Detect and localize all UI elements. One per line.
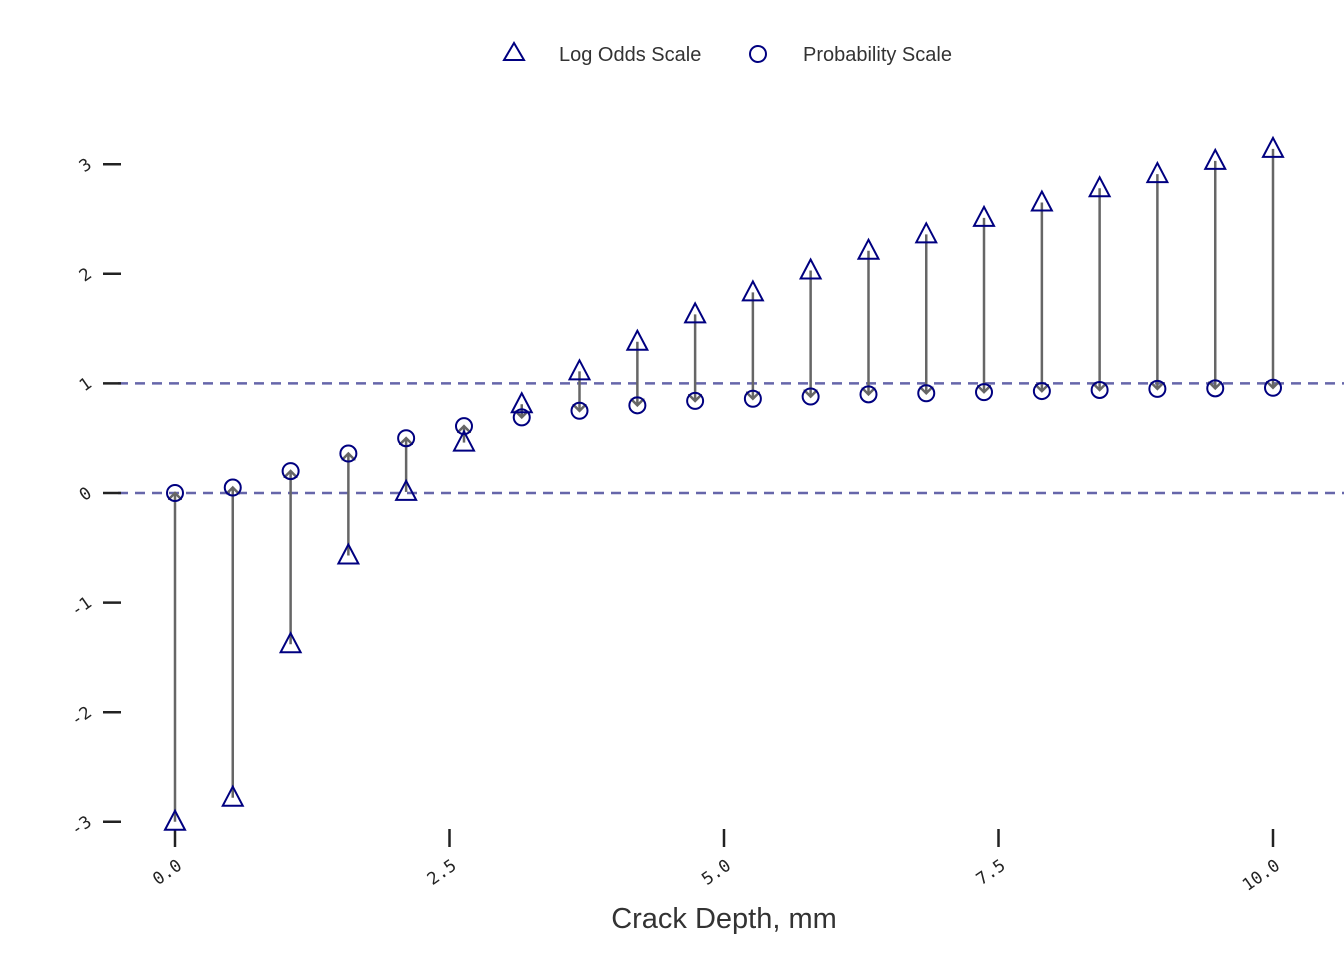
probability-point	[512, 408, 531, 427]
log-odds-point	[1203, 147, 1227, 170]
probability-point	[628, 396, 647, 415]
x-tick-label: 2.5	[424, 856, 461, 890]
log-odds-point	[394, 478, 418, 501]
probability-point	[281, 462, 300, 481]
legend-triangle-icon	[502, 41, 526, 61]
probability-point	[1206, 379, 1225, 398]
legend-circle-icon	[749, 45, 767, 63]
probability-point	[454, 417, 473, 436]
probability-point	[1148, 379, 1167, 398]
probability-point	[1032, 382, 1051, 401]
probability-point	[570, 401, 589, 420]
log-odds-point	[567, 358, 592, 381]
probability-point	[1090, 380, 1109, 399]
log-odds-point	[683, 301, 707, 324]
y-tick-label: -1	[67, 593, 95, 621]
log-odds-point	[1261, 135, 1285, 158]
legend: Log Odds Scale Probability Scale	[502, 41, 952, 66]
log-odds-point	[741, 279, 765, 302]
probability-point	[223, 478, 242, 497]
probability-point	[917, 384, 936, 403]
probability-point	[397, 429, 416, 448]
probability-point	[166, 484, 184, 502]
log-odds-point	[1145, 160, 1170, 184]
log-odds-point	[1087, 175, 1112, 198]
x-axis: 0.0 2.5 5.0 7.5 10.0	[149, 829, 1284, 896]
legend-label-probability: Probability Scale	[803, 44, 952, 66]
y-tick-label: 0	[76, 483, 96, 505]
x-axis-title: Crack Depth, mm	[611, 903, 837, 935]
markers	[163, 135, 1285, 831]
log-odds-point	[1030, 189, 1054, 212]
log-odds-point	[972, 204, 996, 227]
y-tick-label: -3	[67, 812, 95, 840]
y-tick-label: -2	[67, 703, 95, 731]
x-tick-label: 7.5	[973, 856, 1010, 890]
log-odds-point	[221, 784, 245, 807]
log-odds-point	[163, 808, 187, 831]
x-tick-label: 5.0	[698, 856, 735, 890]
legend-label-log-odds: Log Odds Scale	[559, 44, 701, 66]
probability-point	[339, 444, 358, 463]
probability-point	[801, 387, 820, 406]
log-odds-point	[798, 257, 823, 280]
arrows	[175, 148, 1273, 822]
reference-lines	[118, 382, 1344, 495]
log-odds-point	[510, 391, 534, 414]
log-odds-point	[452, 429, 476, 452]
log-odds-point	[336, 542, 361, 565]
probability-point	[743, 389, 762, 408]
log-odds-point	[625, 328, 650, 351]
probability-point	[859, 385, 878, 404]
log-odds-point	[914, 221, 938, 244]
y-axis: -3 -2 -1 0 1 2 3	[67, 155, 121, 840]
y-tick-label: 3	[76, 155, 96, 177]
x-tick-label: 0.0	[149, 856, 186, 890]
probability-point	[686, 391, 705, 410]
log-odds-point	[856, 237, 881, 260]
probability-point	[1264, 378, 1282, 397]
y-tick-label: 1	[76, 374, 96, 396]
y-tick-label: 2	[76, 264, 96, 286]
log-odds-point	[278, 631, 303, 654]
probability-point	[975, 383, 994, 402]
x-tick-label: 10.0	[1239, 856, 1284, 896]
